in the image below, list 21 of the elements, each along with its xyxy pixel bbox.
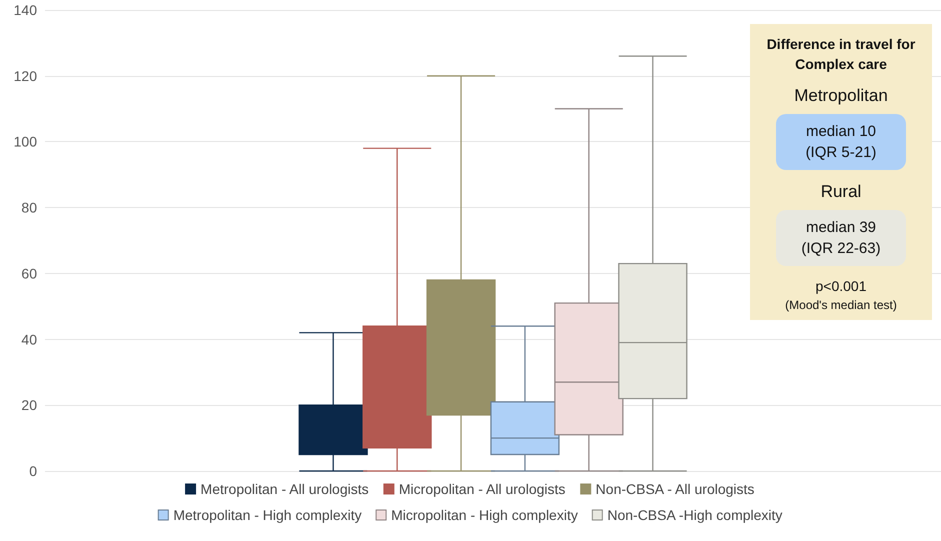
- y-tick-label: 0: [29, 463, 38, 479]
- y-tick-label: 40: [21, 331, 38, 348]
- annotation: (Mood's median test): [784, 298, 898, 312]
- annotation: Rural: [820, 182, 862, 202]
- y-tick-label: 100: [14, 134, 38, 150]
- legend-label: Metropolitan - High complexity: [173, 507, 362, 523]
- y-tick-label: 140: [14, 2, 38, 18]
- annotation: Difference in travel for Complex care: [766, 35, 916, 74]
- legend-label: Micropolitan - High complexity: [391, 507, 578, 523]
- y-tick-label: 80: [21, 200, 38, 216]
- label-badge: median 10 (IQR 5-21): [776, 114, 906, 170]
- y-tick-label: 60: [21, 265, 38, 282]
- legend-label: Non-CBSA -High complexity: [607, 507, 782, 523]
- legend-label: Non-CBSA - All urologists: [596, 481, 754, 497]
- y-tick-label: 120: [14, 68, 38, 84]
- annotation: Metropolitan: [793, 86, 889, 106]
- y-tick-label: 20: [21, 397, 38, 414]
- annotation: p<0.001: [814, 278, 868, 294]
- label-badge: median 39 (IQR 22-63): [776, 210, 906, 266]
- legend-label: Metropolitan - All urologists: [200, 481, 369, 497]
- legend-label: Micropolitan - All urologists: [398, 481, 566, 497]
